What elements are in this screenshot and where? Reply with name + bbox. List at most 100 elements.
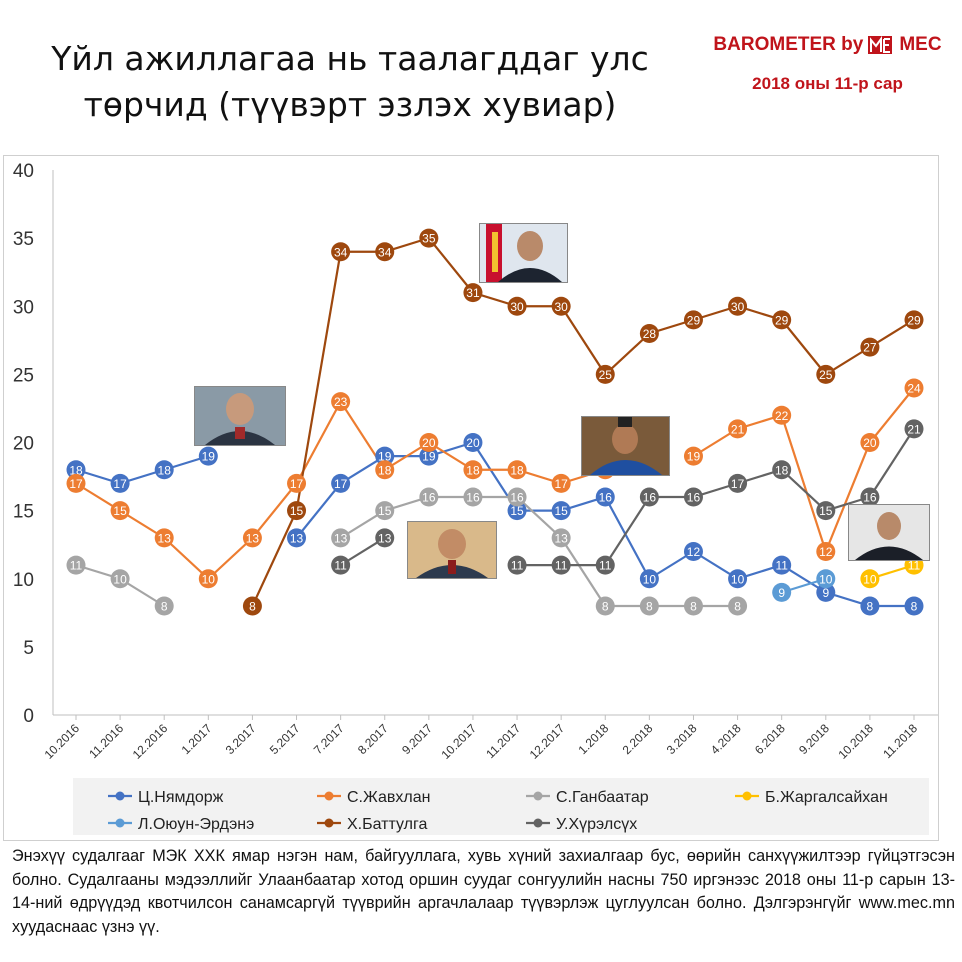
data-point: [507, 296, 527, 316]
data-point: [507, 555, 527, 575]
x-tick-label: 10.2017: [438, 721, 479, 762]
data-point: [242, 596, 262, 616]
data-label: 10: [819, 572, 833, 586]
data-label: 30: [554, 300, 568, 314]
data-point: [683, 487, 703, 507]
data-point: [198, 446, 218, 466]
data-point: [331, 528, 351, 548]
x-tick-label: 1.2018: [576, 721, 612, 757]
y-tick-label: 5: [23, 638, 34, 659]
data-point: [463, 283, 483, 303]
data-point: [772, 555, 792, 575]
data-label: 11: [334, 559, 347, 573]
y-tick-label: 20: [13, 434, 34, 455]
data-point: [331, 392, 351, 412]
x-tick-label: 12.2017: [527, 721, 568, 762]
x-tick-label: 9.2018: [796, 721, 832, 757]
title-line-2: төрчид (түүвэрт эзлэх хувиар): [83, 85, 617, 124]
legend-label: Л.Оюун-Эрдэнэ: [138, 816, 254, 833]
data-label: 16: [599, 491, 613, 505]
brand-name-text: BAROMETER by: [713, 34, 864, 55]
data-label: 16: [643, 491, 657, 505]
photo-javkhlan: [582, 417, 669, 475]
data-point: [860, 596, 880, 616]
data-label: 21: [907, 422, 921, 436]
data-point: [639, 324, 659, 343]
legend-label: Х.Баттулга: [347, 816, 427, 833]
data-label: 17: [69, 477, 83, 491]
data-point: [772, 582, 792, 602]
data-label: 16: [466, 491, 480, 505]
data-point: [110, 473, 130, 493]
data-point: [331, 242, 351, 262]
data-label: 19: [202, 450, 216, 464]
data-point: [816, 501, 836, 521]
data-point: [375, 528, 395, 548]
data-label: 27: [863, 341, 877, 355]
data-point: [772, 405, 792, 425]
data-point: [551, 473, 571, 493]
legend-marker: [324, 791, 334, 801]
data-point: [375, 501, 395, 521]
data-label: 12: [687, 545, 701, 559]
x-tick-label: 7.2017: [311, 721, 347, 757]
data-point: [375, 446, 395, 466]
legend-marker: [115, 818, 125, 828]
data-label: 9: [822, 586, 829, 600]
data-label: 30: [510, 300, 524, 314]
data-label: 28: [643, 327, 657, 341]
data-point: [683, 446, 703, 466]
data-label: 21: [731, 422, 745, 436]
brand-block: BAROMETER by MEC 2018 оны 11-р сар: [700, 34, 955, 94]
series-line-5: [251, 236, 915, 607]
data-point: [639, 569, 659, 589]
y-tick-label: 40: [13, 161, 34, 182]
brand-name: BAROMETER by MEC: [700, 34, 955, 56]
data-point: [507, 487, 527, 507]
data-point: [772, 460, 792, 480]
data-label: 18: [158, 463, 172, 477]
x-tick-label: 5.2017: [267, 721, 303, 757]
data-point: [198, 569, 218, 589]
data-point: [728, 596, 748, 616]
y-tick-label: 35: [13, 229, 34, 250]
legend-label: С.Жавхлан: [347, 789, 430, 806]
data-label: 29: [687, 313, 701, 327]
data-label: 11: [599, 559, 612, 573]
data-point: [551, 501, 571, 521]
data-label: 8: [646, 600, 653, 614]
data-label: 11: [511, 559, 524, 573]
data-point: [728, 296, 748, 316]
legend-label: У.Хүрэлсүх: [556, 816, 637, 833]
data-point: [331, 473, 351, 493]
data-point: [816, 569, 836, 589]
data-point: [66, 555, 86, 575]
data-label: 25: [819, 368, 833, 382]
x-tick-label: 4.2018: [708, 721, 744, 757]
x-tick-label: 10.2018: [835, 721, 876, 762]
data-point: [728, 419, 748, 439]
data-label: 17: [113, 477, 127, 491]
x-tick-label: 6.2018: [752, 721, 788, 757]
data-point: [683, 542, 703, 561]
data-label: 25: [599, 368, 613, 382]
data-label: 15: [819, 504, 833, 518]
data-label: 15: [113, 504, 127, 518]
data-label: 10: [863, 572, 877, 586]
data-point: [375, 242, 395, 262]
data-label: 17: [731, 477, 745, 491]
data-label: 13: [290, 531, 304, 545]
data-label: 8: [734, 600, 741, 614]
data-label: 22: [775, 409, 789, 423]
data-point: [110, 501, 130, 521]
data-point: [331, 555, 351, 575]
data-label: 13: [158, 531, 172, 545]
x-tick-label: 11.2016: [86, 721, 126, 761]
data-label: 10: [643, 572, 657, 586]
data-label: 10: [731, 572, 745, 586]
data-label: 34: [378, 245, 392, 259]
data-point: [860, 337, 880, 357]
data-label: 18: [378, 463, 392, 477]
data-point: [154, 460, 174, 480]
legend-label: Ц.Нямдорж: [138, 789, 224, 806]
